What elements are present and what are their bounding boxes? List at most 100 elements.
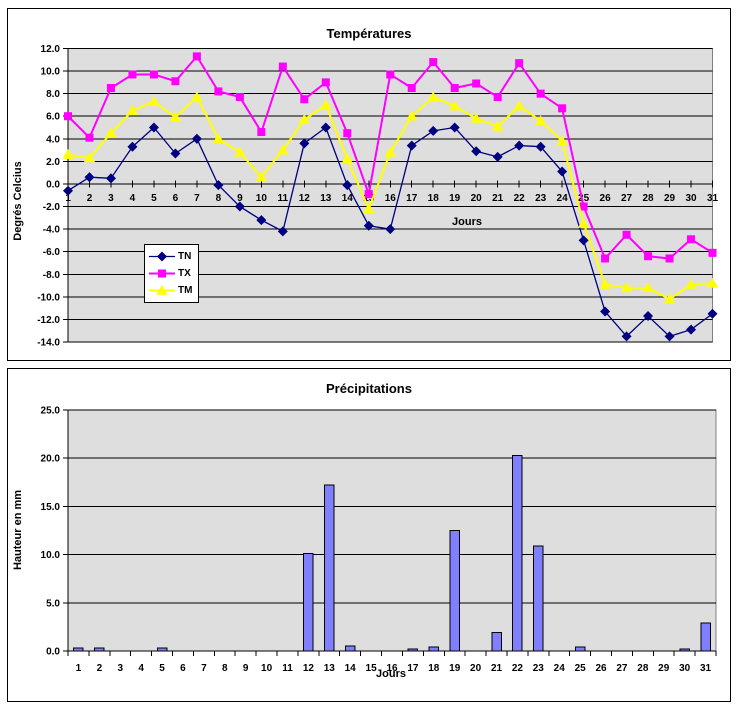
svg-text:4: 4 (138, 663, 144, 674)
svg-text:27: 27 (621, 193, 633, 204)
svg-text:17: 17 (406, 193, 418, 204)
bar-day-13 (324, 484, 335, 652)
bar-day-21 (491, 632, 502, 652)
svg-text:9: 9 (243, 663, 249, 674)
diamond-marker (406, 140, 417, 151)
svg-text:10.0: 10.0 (41, 550, 61, 561)
square-marker (472, 79, 481, 88)
square-marker (364, 190, 373, 199)
svg-text:19: 19 (449, 663, 461, 674)
square-marker (622, 230, 631, 239)
svg-text:19: 19 (449, 193, 461, 204)
svg-text:18: 18 (428, 193, 440, 204)
svg-text:24: 24 (557, 193, 569, 204)
square-marker (450, 84, 459, 93)
diamond-marker (234, 201, 245, 212)
svg-text:0.0: 0.0 (46, 179, 60, 190)
diamond-marker (471, 146, 482, 157)
svg-text:1: 1 (76, 663, 82, 674)
triangle-marker (384, 146, 396, 157)
bar-day-1 (73, 647, 84, 652)
svg-text:8: 8 (216, 193, 222, 204)
svg-text:22: 22 (514, 193, 526, 204)
svg-text:12: 12 (303, 663, 315, 674)
diamond-marker (62, 185, 74, 196)
temperatures-chart: 12.0 10.0 8.0 6.0 4.0 2.0 0.0 -2.0 -4.0 -6.0 -8.0 -… (7, 8, 731, 361)
precipitations-y-axis-title: Hauteur en mm (12, 489, 24, 571)
svg-text:12.0: 12.0 (41, 44, 61, 55)
svg-text:2: 2 (97, 663, 103, 674)
triangle-marker (427, 91, 439, 102)
diamond-marker (643, 311, 654, 322)
triangle-marker (534, 115, 547, 126)
bar-day-31 (700, 622, 711, 652)
diamond-marker (428, 125, 439, 136)
precipitations-chart: 25.0 20.0 15.0 10.0 5.0 0.0 1 2 3 4 5 6 7 8 9 10 11 12 13 1… (7, 368, 731, 702)
svg-text:17: 17 (407, 663, 419, 674)
svg-text:5.0: 5.0 (46, 598, 60, 609)
precipitation-bars (73, 454, 711, 652)
svg-text:14: 14 (345, 663, 357, 674)
legend-diamond-sample (149, 251, 175, 262)
svg-text:14: 14 (342, 193, 354, 204)
legend-label: TM (178, 284, 193, 296)
svg-text:8: 8 (222, 663, 228, 674)
square-marker (407, 84, 416, 93)
diamond-marker (621, 331, 632, 342)
square-marker (493, 93, 502, 102)
series-TX (64, 52, 717, 263)
square-marker (85, 133, 94, 142)
svg-text:30: 30 (679, 663, 691, 674)
svg-text:12: 12 (299, 193, 311, 204)
svg-text:5: 5 (159, 663, 165, 674)
square-marker (158, 269, 166, 278)
square-marker (644, 252, 653, 261)
triangle-marker (363, 203, 375, 214)
square-marker (321, 78, 330, 87)
square-marker (708, 248, 717, 257)
diamond-marker (191, 133, 202, 144)
svg-text:7: 7 (194, 193, 200, 204)
svg-text:-14.0: -14.0 (37, 338, 60, 349)
legend-item-tm: TM (149, 285, 196, 296)
svg-text:-10.0: -10.0 (37, 292, 60, 303)
triangle-marker (298, 114, 310, 124)
diamond-marker (342, 180, 353, 191)
svg-text:10: 10 (261, 663, 273, 674)
bar-day-12 (303, 553, 314, 652)
legend-item-tx: TX (149, 268, 196, 279)
svg-text:6: 6 (180, 663, 186, 674)
diamond-marker (449, 122, 460, 133)
svg-text:27: 27 (616, 663, 628, 674)
diamond-marker (363, 220, 374, 231)
diamond-marker (535, 141, 546, 152)
bar-day-18 (428, 646, 440, 652)
svg-text:16: 16 (385, 193, 397, 204)
legend-item-tn: TN (149, 251, 196, 262)
triangle-marker (148, 95, 160, 106)
triangle-marker (577, 217, 590, 228)
triangle-marker (513, 100, 525, 111)
square-marker (343, 129, 352, 138)
svg-text:11: 11 (282, 663, 293, 674)
diamond-marker (320, 122, 331, 133)
svg-text:8.0: 8.0 (46, 89, 60, 100)
triangle-marker (685, 278, 697, 289)
svg-text:26: 26 (595, 663, 607, 674)
triangle-marker (556, 135, 568, 146)
square-marker (235, 93, 244, 102)
square-marker (257, 128, 266, 137)
svg-text:7: 7 (201, 663, 207, 674)
svg-text:24: 24 (554, 663, 566, 674)
triangle-marker (599, 278, 611, 289)
svg-text:22: 22 (512, 663, 524, 674)
svg-text:1: 1 (65, 193, 71, 204)
svg-text:6: 6 (173, 193, 179, 204)
bar-day-17 (407, 648, 419, 652)
bar-day-2 (94, 647, 105, 652)
temperatures-y-axis-title: Degrés Celcius (12, 161, 24, 241)
square-marker (601, 254, 610, 263)
square-marker (128, 70, 137, 79)
triangle-marker (470, 112, 482, 123)
axis-tick-labels: 12.0 10.0 8.0 6.0 4.0 2.0 0.0 -2.0 -4.0 -6.0 -8.0 -… (37, 44, 718, 349)
